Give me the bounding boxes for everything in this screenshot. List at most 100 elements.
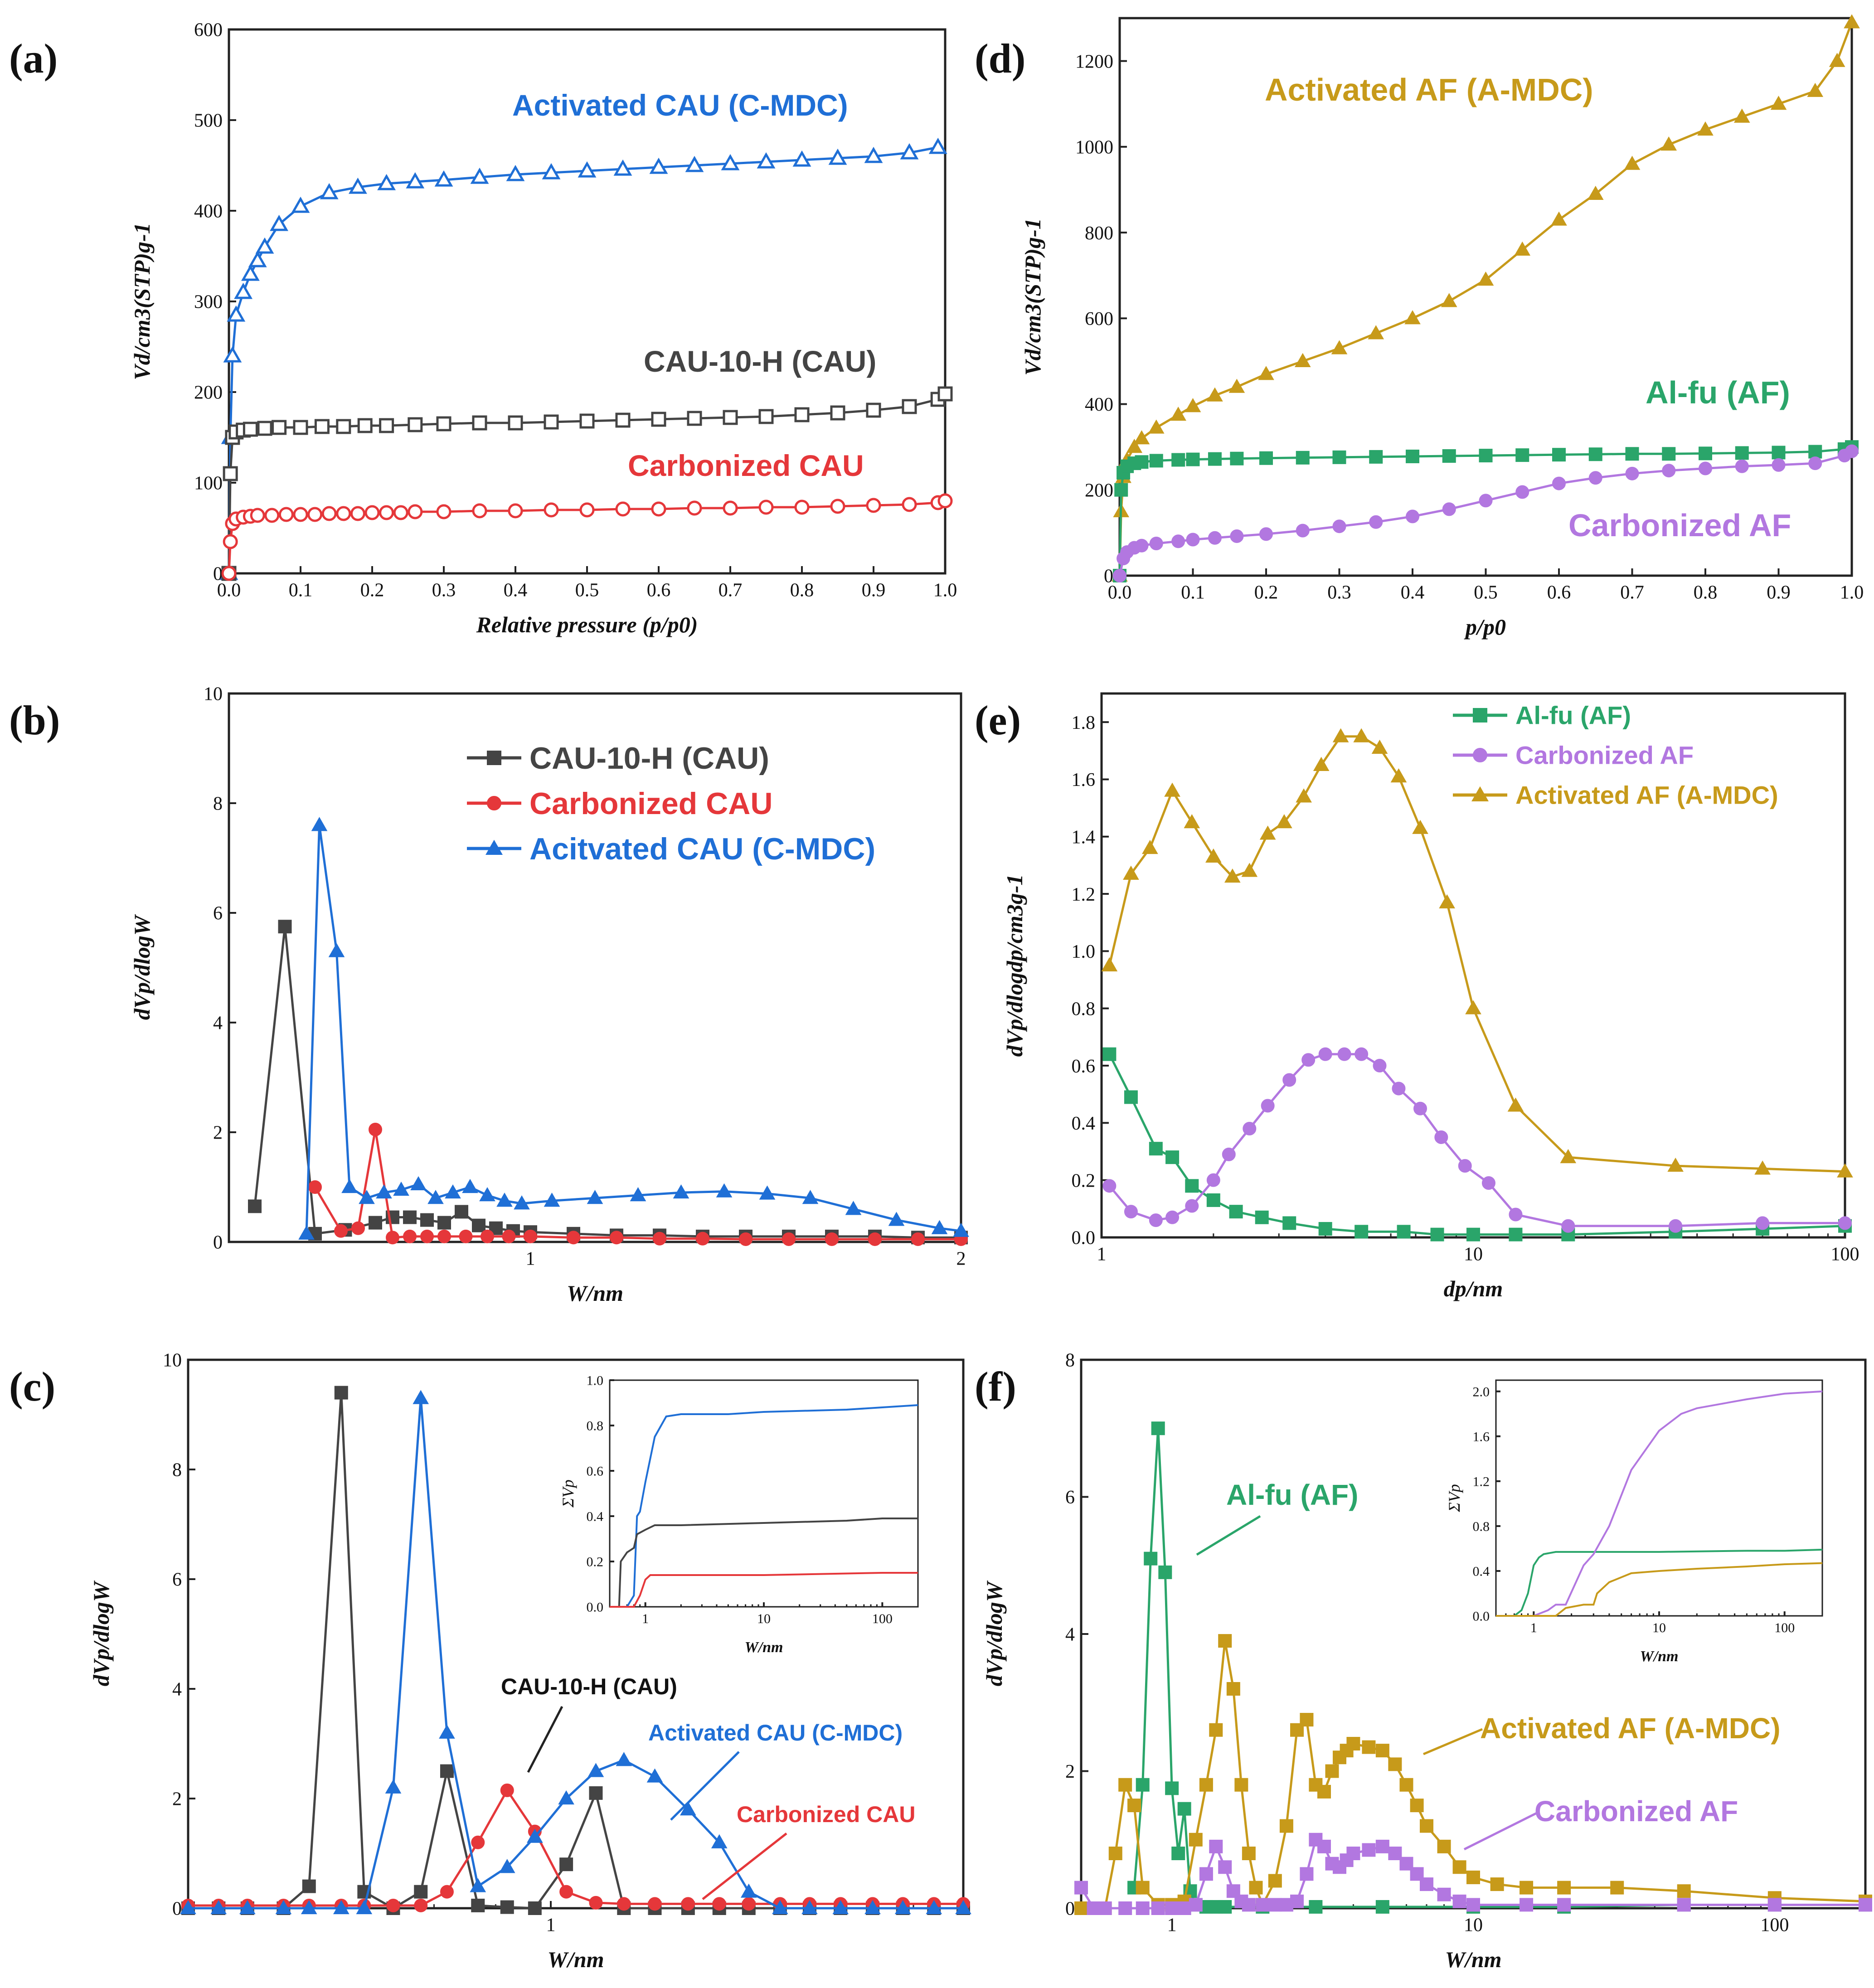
data-point bbox=[243, 422, 258, 437]
x-tick-label: 100 bbox=[872, 1611, 893, 1626]
data-point bbox=[1662, 447, 1676, 461]
y-tick-label: 0.8 bbox=[1072, 999, 1096, 1019]
data-point bbox=[386, 1231, 399, 1245]
data-point bbox=[1098, 1901, 1112, 1915]
x-axis-label: p/p0 bbox=[1464, 614, 1506, 640]
data-point bbox=[1118, 1901, 1132, 1915]
data-point bbox=[1551, 211, 1567, 226]
data-point bbox=[1481, 1176, 1495, 1190]
data-point bbox=[544, 414, 559, 430]
data-point bbox=[308, 1180, 322, 1194]
data-point bbox=[1185, 1179, 1199, 1193]
data-point bbox=[470, 167, 489, 184]
y-tick-label: 1200 bbox=[1075, 51, 1113, 72]
data-point bbox=[1560, 1149, 1577, 1164]
data-point bbox=[334, 1224, 348, 1238]
data-point bbox=[830, 405, 845, 421]
data-point bbox=[544, 502, 559, 518]
x-axis-label: Relative pressure (p/p0) bbox=[476, 612, 698, 637]
data-point bbox=[1186, 452, 1200, 466]
data-point bbox=[1375, 1839, 1389, 1853]
y-tick-label: 400 bbox=[194, 201, 223, 222]
data-point bbox=[1404, 310, 1421, 325]
data-point bbox=[1452, 1894, 1466, 1908]
data-point bbox=[1218, 1900, 1232, 1914]
data-point bbox=[410, 1176, 427, 1191]
x-tick-label: 0.5 bbox=[575, 580, 599, 601]
data-point bbox=[481, 1229, 494, 1243]
data-point bbox=[1515, 485, 1529, 499]
series-line-carbonized-cau bbox=[314, 1129, 961, 1241]
data-point bbox=[1669, 1219, 1683, 1233]
x-tick-label: 0.0 bbox=[217, 580, 241, 601]
data-point bbox=[864, 146, 883, 163]
series-line-carbonized-af bbox=[1118, 450, 1853, 576]
data-point bbox=[1441, 293, 1457, 307]
legend-marker bbox=[485, 839, 503, 855]
data-point bbox=[1164, 782, 1180, 797]
data-point bbox=[1149, 1213, 1163, 1227]
data-point bbox=[1479, 449, 1493, 463]
y-tick-label: 0.8 bbox=[1473, 1519, 1490, 1534]
x-tick-label: 100 bbox=[1774, 1620, 1795, 1635]
data-point bbox=[1300, 1713, 1314, 1727]
data-point bbox=[955, 1900, 971, 1915]
data-point bbox=[1353, 728, 1369, 742]
data-point bbox=[723, 500, 738, 516]
data-point bbox=[1662, 464, 1676, 478]
data-point bbox=[328, 943, 345, 957]
y-tick-label: 0 bbox=[1065, 1899, 1075, 1920]
data-point bbox=[1373, 1059, 1387, 1073]
annotation: Carbonized CAU bbox=[628, 449, 864, 482]
data-point bbox=[1369, 450, 1383, 464]
y-tick-label: 2 bbox=[213, 1123, 223, 1144]
data-point bbox=[1667, 1157, 1684, 1172]
pointer-line bbox=[702, 1833, 787, 1900]
y-tick-label: 4 bbox=[172, 1679, 182, 1700]
data-point bbox=[379, 505, 394, 520]
panel-label: (c) bbox=[9, 1363, 55, 1410]
data-point bbox=[1142, 839, 1158, 854]
data-point bbox=[758, 409, 774, 424]
data-point bbox=[1268, 1898, 1282, 1912]
x-tick-label: 0.4 bbox=[1401, 582, 1425, 603]
data-point bbox=[528, 1901, 542, 1915]
annotation: Activated AF (A-MDC) bbox=[1480, 1712, 1781, 1745]
data-point bbox=[740, 1883, 757, 1898]
data-point bbox=[334, 1386, 348, 1400]
data-point bbox=[1136, 1778, 1150, 1792]
data-point bbox=[1318, 1047, 1332, 1061]
y-tick-label: 8 bbox=[213, 794, 223, 815]
data-point bbox=[440, 1764, 454, 1778]
data-point bbox=[248, 251, 267, 267]
data-point bbox=[257, 421, 272, 436]
data-point bbox=[615, 501, 631, 517]
data-point bbox=[1388, 1757, 1402, 1771]
data-point bbox=[558, 1790, 574, 1805]
data-point bbox=[440, 1885, 454, 1899]
y-tick-label: 500 bbox=[194, 111, 223, 131]
data-point bbox=[302, 1879, 316, 1893]
y-tick-label: 200 bbox=[194, 383, 223, 403]
data-point bbox=[350, 506, 365, 521]
x-tick-label: 0.9 bbox=[862, 580, 886, 601]
x-tick-label: 100 bbox=[1831, 1244, 1859, 1265]
data-point bbox=[1490, 1877, 1504, 1891]
data-point bbox=[1355, 1225, 1369, 1239]
data-point bbox=[1624, 155, 1641, 170]
data-point bbox=[311, 817, 328, 831]
annotation: CAU-10-H (CAU) bbox=[529, 741, 769, 776]
x-tick-label: 0.7 bbox=[719, 580, 743, 601]
data-point bbox=[630, 1187, 646, 1202]
y-tick-label: 0.2 bbox=[1072, 1170, 1096, 1191]
inset-x-axis-label: W/nm bbox=[1640, 1648, 1678, 1665]
data-point bbox=[1332, 450, 1346, 464]
data-point bbox=[1189, 1833, 1203, 1847]
data-point bbox=[544, 1193, 560, 1207]
y-tick-label: 600 bbox=[1085, 309, 1113, 330]
data-point bbox=[888, 1212, 905, 1226]
data-point bbox=[1276, 814, 1292, 829]
data-point bbox=[439, 1724, 455, 1739]
inset-y-axis-label: ΣVp bbox=[559, 1479, 577, 1508]
data-point bbox=[646, 1768, 663, 1783]
